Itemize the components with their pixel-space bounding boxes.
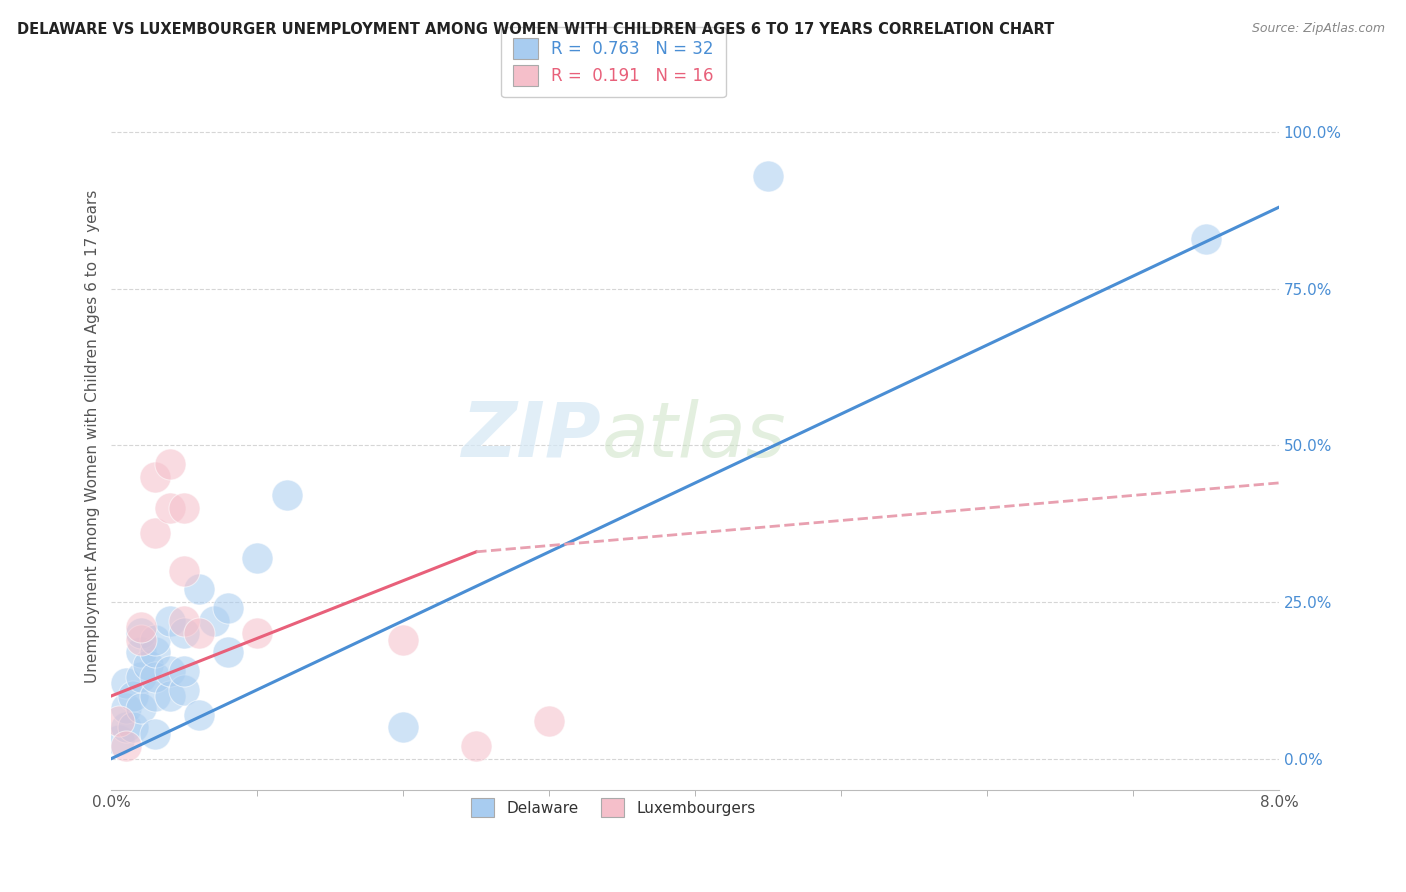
- Point: [246, 626, 269, 640]
- Point: [129, 632, 152, 647]
- Point: [188, 582, 211, 597]
- Point: [129, 670, 152, 684]
- Point: [143, 632, 166, 647]
- Legend: Delaware, Luxembourgers: Delaware, Luxembourgers: [464, 791, 763, 825]
- Text: atlas: atlas: [602, 399, 786, 473]
- Point: [159, 614, 181, 628]
- Point: [115, 701, 138, 715]
- Point: [143, 670, 166, 684]
- Point: [756, 169, 779, 183]
- Point: [188, 626, 211, 640]
- Point: [143, 526, 166, 541]
- Point: [217, 601, 239, 615]
- Point: [159, 689, 181, 703]
- Point: [115, 676, 138, 690]
- Point: [1195, 231, 1218, 245]
- Point: [143, 726, 166, 740]
- Point: [246, 551, 269, 566]
- Text: DELAWARE VS LUXEMBOURGER UNEMPLOYMENT AMONG WOMEN WITH CHILDREN AGES 6 TO 17 YEA: DELAWARE VS LUXEMBOURGER UNEMPLOYMENT AM…: [17, 22, 1054, 37]
- Point: [159, 457, 181, 471]
- Point: [392, 632, 415, 647]
- Point: [465, 739, 488, 753]
- Point: [143, 469, 166, 483]
- Point: [143, 645, 166, 659]
- Point: [217, 645, 239, 659]
- Point: [538, 714, 561, 728]
- Point: [202, 614, 225, 628]
- Point: [143, 689, 166, 703]
- Point: [129, 626, 152, 640]
- Point: [122, 689, 145, 703]
- Point: [115, 720, 138, 734]
- Point: [129, 620, 152, 634]
- Point: [173, 626, 195, 640]
- Point: [173, 614, 195, 628]
- Text: Source: ZipAtlas.com: Source: ZipAtlas.com: [1251, 22, 1385, 36]
- Point: [107, 714, 129, 728]
- Point: [122, 720, 145, 734]
- Point: [188, 707, 211, 722]
- Point: [159, 500, 181, 515]
- Point: [173, 500, 195, 515]
- Point: [173, 664, 195, 678]
- Point: [129, 645, 152, 659]
- Point: [107, 732, 129, 747]
- Y-axis label: Unemployment Among Women with Children Ages 6 to 17 years: Unemployment Among Women with Children A…: [86, 189, 100, 682]
- Point: [159, 664, 181, 678]
- Point: [129, 701, 152, 715]
- Point: [115, 739, 138, 753]
- Point: [136, 657, 159, 672]
- Point: [276, 488, 298, 502]
- Point: [173, 564, 195, 578]
- Point: [392, 720, 415, 734]
- Point: [173, 682, 195, 697]
- Text: ZIP: ZIP: [463, 399, 602, 473]
